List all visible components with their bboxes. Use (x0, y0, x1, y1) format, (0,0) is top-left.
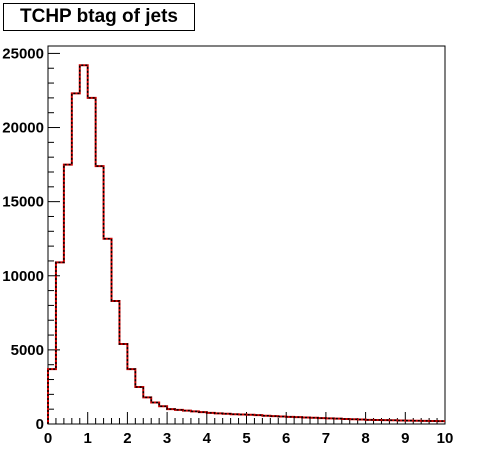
x-tick-label: 1 (84, 430, 92, 447)
x-tick-label: 8 (361, 430, 369, 447)
chart-title: TCHP btag of jets (3, 3, 195, 31)
x-axis-tick-labels: 0 1 2 3 4 5 6 7 8 9 10 (44, 430, 454, 447)
histogram-series (47, 64, 445, 424)
x-tick-label: 3 (163, 430, 171, 447)
x-tick-label: 9 (401, 430, 409, 447)
x-tick-label: 10 (437, 430, 454, 447)
series-line-solid (47, 64, 445, 424)
y-tick-label: 0 (36, 416, 44, 433)
plot-frame (47, 45, 446, 425)
y-tick-label: 10000 (2, 268, 44, 285)
x-tick-label: 7 (322, 430, 330, 447)
x-tick-label: 0 (44, 430, 52, 447)
y-tick-label: 25000 (2, 45, 44, 62)
series-line-dotted (47, 64, 445, 424)
x-axis-ticks (47, 412, 446, 424)
x-tick-label: 6 (282, 430, 290, 447)
y-tick-label: 15000 (2, 194, 44, 211)
y-axis-tick-labels: 0 5000 10000 15000 20000 25000 (2, 45, 44, 433)
x-tick-label: 4 (203, 430, 212, 447)
x-tick-label: 2 (123, 430, 131, 447)
y-tick-label: 20000 (2, 120, 44, 137)
y-tick-label: 5000 (11, 342, 44, 359)
x-tick-label: 5 (242, 430, 250, 447)
